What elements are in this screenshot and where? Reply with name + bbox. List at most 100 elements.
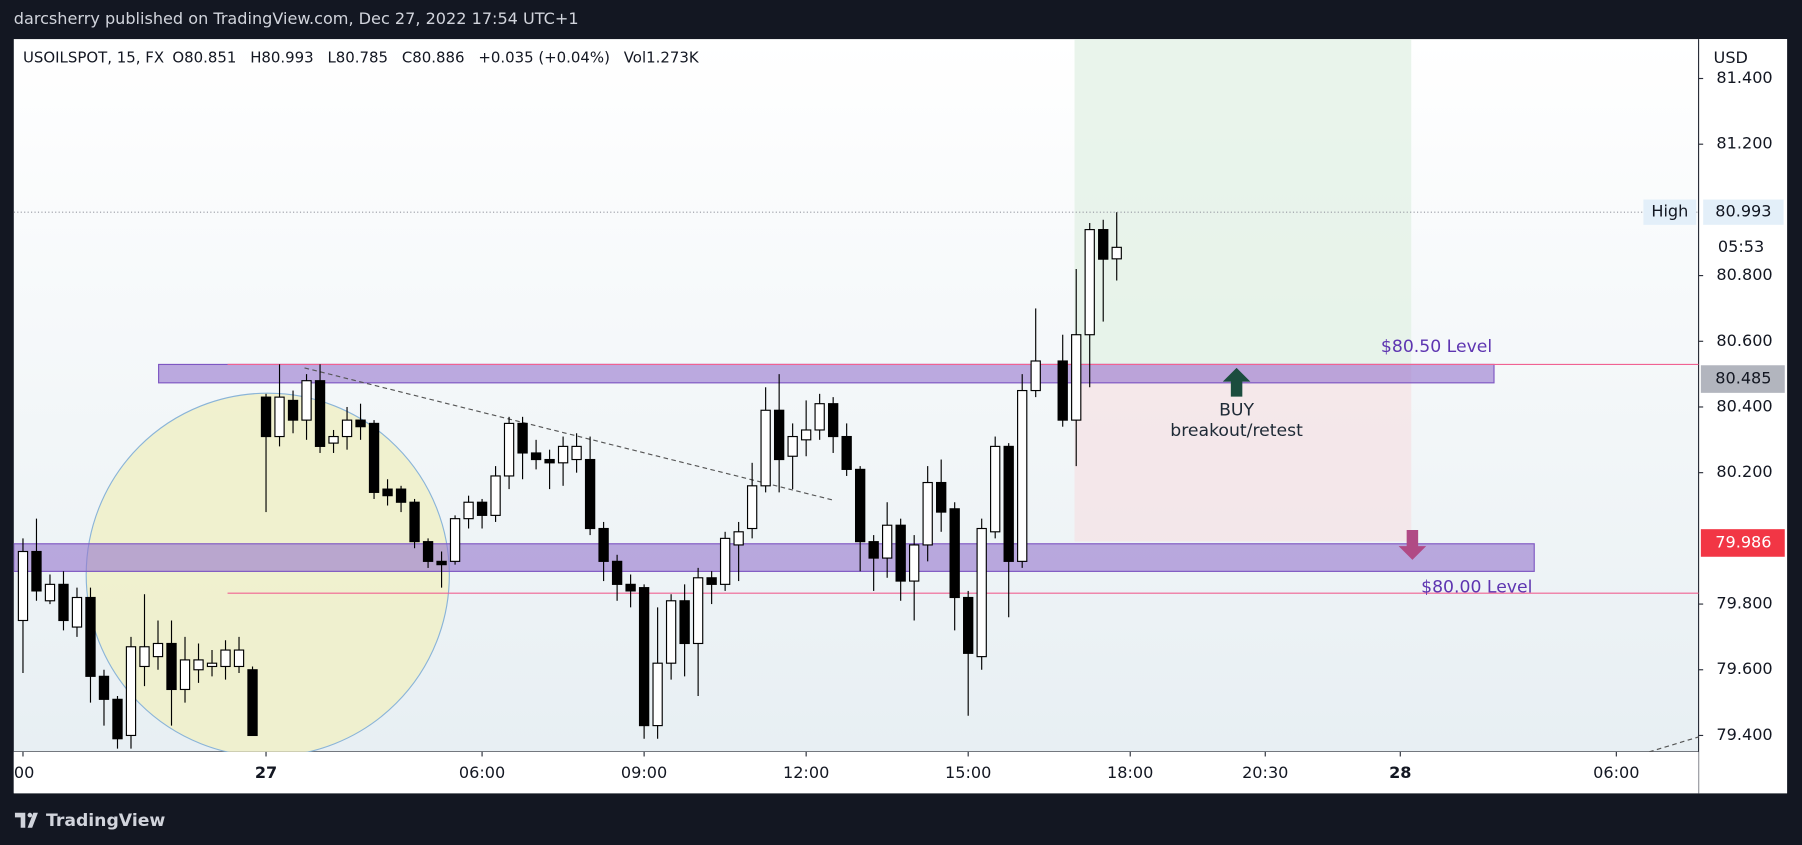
y-tick-label: 80.800	[1716, 265, 1772, 284]
y-tick-label: 79.400	[1716, 725, 1772, 744]
candle-body	[314, 380, 326, 447]
candle-body	[665, 600, 677, 664]
candle-body	[868, 541, 879, 559]
candle-body	[490, 475, 501, 516]
candle-body	[611, 560, 623, 585]
candle-body	[1003, 445, 1014, 562]
candle-body	[557, 445, 569, 464]
high-tag-label: High	[1651, 202, 1688, 221]
candle-body	[1071, 334, 1082, 421]
candle-body	[1030, 360, 1041, 392]
time-axis-area	[13, 751, 1699, 794]
candle-body	[679, 600, 690, 645]
y-tick-label: 81.200	[1716, 134, 1772, 153]
candle-body	[206, 662, 218, 668]
candle-body	[706, 577, 717, 585]
candle-body	[881, 524, 893, 559]
candle-body	[476, 501, 488, 516]
candle-body	[152, 642, 164, 658]
candle-body	[193, 659, 204, 671]
candle-body	[274, 396, 285, 438]
price-tag-box	[1700, 529, 1785, 557]
x-tick-label: 20:30	[1242, 763, 1288, 782]
y-tick-label: 80.600	[1716, 331, 1772, 350]
price-tag-box	[1703, 199, 1784, 225]
candle-body	[247, 669, 258, 737]
signal-annotation: BUY	[1219, 400, 1254, 420]
x-tick-label: 28	[1389, 763, 1411, 782]
high-tag-box	[1643, 199, 1697, 225]
axes: 79.400 79.600 79.800 80.200 80.400 80.600 80.8…	[14, 68, 1785, 782]
candle-body	[976, 527, 987, 658]
ohlc-value: L80.785	[327, 49, 388, 67]
candle-body	[922, 481, 933, 546]
brand-icon-dot	[27, 812, 33, 818]
candle-body	[949, 508, 960, 599]
candle-body	[382, 488, 393, 497]
chart-title: USOILSPOT, 15, FX	[23, 49, 164, 67]
brand-logo: TradingView	[14, 811, 165, 831]
candle-body	[841, 435, 852, 470]
candle-body	[652, 662, 663, 727]
y-tick-label: 80.200	[1716, 462, 1772, 481]
ohlc-value: O80.851	[172, 49, 236, 67]
x-tick-label: 27	[255, 763, 277, 782]
candle-body	[503, 422, 515, 477]
candle-body	[112, 698, 123, 740]
candle-body	[827, 403, 839, 438]
candle-body	[341, 419, 353, 438]
candle-body	[854, 468, 866, 543]
candle-body	[746, 485, 758, 530]
candle-body	[963, 596, 974, 654]
candle-body	[1017, 389, 1028, 562]
candle-body	[544, 458, 555, 464]
candle-body	[58, 583, 69, 622]
candle-body	[1084, 229, 1095, 336]
candles	[17, 212, 1122, 749]
candle-body	[517, 422, 528, 454]
x-tick-label: 00	[14, 763, 34, 782]
candle-body	[355, 419, 366, 428]
candle-body	[395, 488, 407, 503]
candle-body	[598, 527, 609, 562]
candle-body	[800, 429, 812, 441]
x-tick-label: 09:00	[621, 763, 667, 782]
candle-body	[422, 541, 434, 562]
trend-line	[304, 367, 834, 501]
x-tick-label: 06:00	[459, 763, 505, 782]
candle-body	[814, 403, 825, 431]
y-tick-label: 79.800	[1716, 594, 1772, 613]
candle-body	[71, 596, 83, 628]
candle-body	[733, 531, 744, 546]
ohlc-legend: USOILSPOT, 15, FX O80.851 H80.993 L80.785 C…	[23, 49, 700, 67]
buy-arrow	[1222, 367, 1251, 397]
candle-body	[220, 649, 231, 668]
candle-body	[179, 659, 191, 691]
candle-body	[31, 550, 42, 592]
candle-body	[166, 642, 177, 691]
candle-body	[328, 435, 339, 444]
level-annotation: $80.50 Level	[1381, 337, 1492, 357]
candle-body	[409, 501, 420, 543]
candle-body	[233, 649, 245, 668]
candle-body	[463, 501, 474, 520]
candle-body	[909, 544, 920, 582]
candle-body	[773, 409, 785, 461]
y-tick-label: 80.400	[1716, 396, 1772, 415]
price-tag: 80.993	[1715, 202, 1771, 221]
price-tag-box	[1700, 365, 1785, 393]
candle-body	[436, 560, 447, 566]
candle-body	[760, 409, 771, 487]
resistance-zone	[158, 363, 1495, 384]
candle-body	[287, 399, 299, 421]
target-zone	[1074, 39, 1412, 365]
candle-body	[584, 458, 596, 530]
stop-zone	[1074, 364, 1412, 542]
candle-body	[895, 524, 906, 582]
x-tick-label: 06:00	[1593, 763, 1639, 782]
candle-body	[1098, 229, 1109, 260]
currency-label: USD	[1714, 48, 1748, 67]
signal-note: breakout/retest	[1170, 421, 1303, 441]
candle-body	[692, 577, 704, 645]
